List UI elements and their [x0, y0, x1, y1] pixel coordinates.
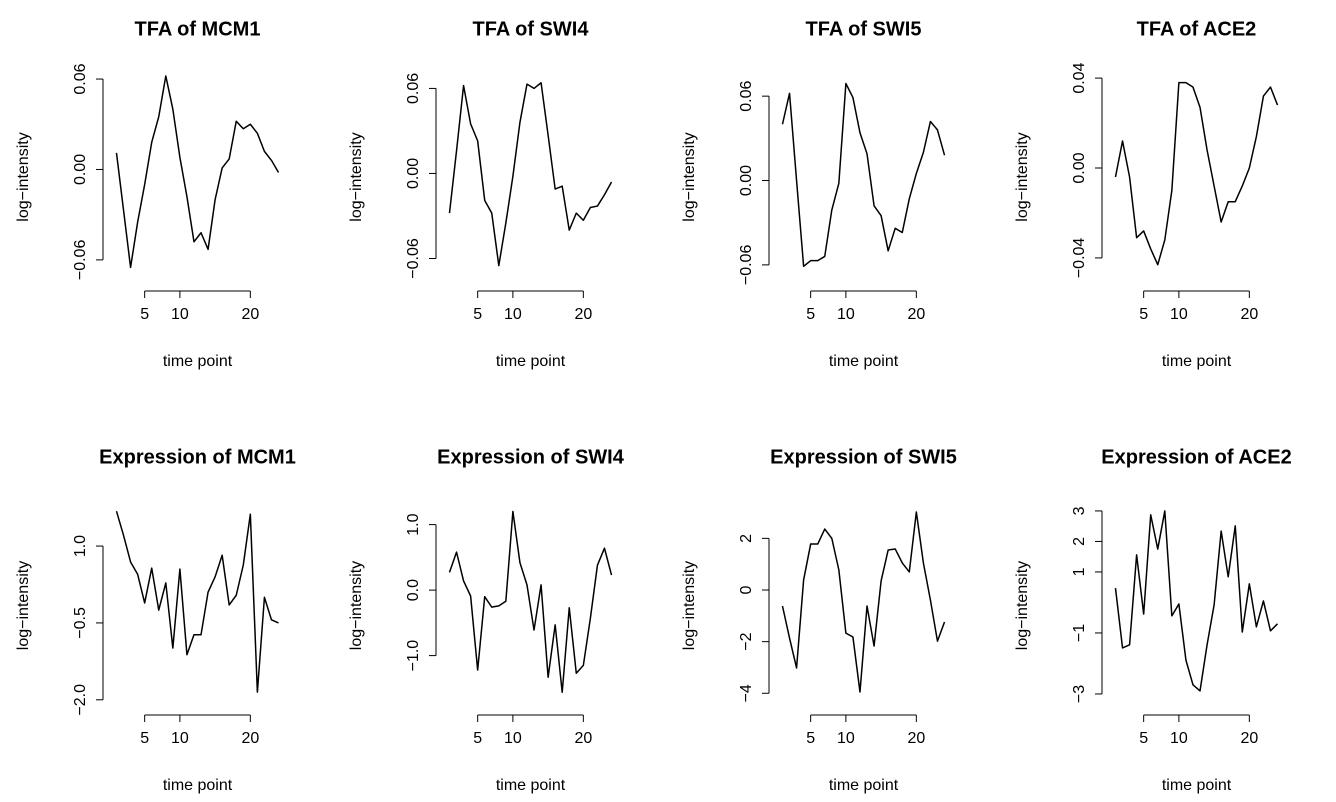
y-tick-label: −0.5	[72, 607, 89, 639]
x-tick-label: 5	[140, 306, 149, 323]
x-axis-label: time point	[829, 777, 899, 794]
panel: TFA of SWI4 time point log−intensity 5 10 20 −…	[348, 18, 613, 370]
y-tick-label: 1.0	[72, 535, 89, 557]
y-axis-label: log−intensity	[681, 561, 698, 650]
y-tick-label: −3	[1071, 685, 1088, 703]
panel: Expression of ACE2 time point log−intensit…	[1014, 446, 1291, 794]
y-tick-label: −0.06	[738, 245, 755, 286]
x-tick-label: 10	[504, 306, 522, 323]
y-tick-label: −2	[738, 632, 755, 650]
panel: Expression of SWI5 time point log−intensit…	[681, 446, 957, 794]
y-tick-label: 0.00	[72, 154, 89, 185]
chart-title: Expression of ACE2	[1101, 446, 1291, 468]
data-line	[448, 510, 613, 694]
panel: TFA of ACE2 time point log−intensity 5 10 20 −…	[1014, 18, 1279, 370]
x-tick-label: 5	[806, 730, 815, 747]
x-tick-label: 5	[473, 306, 482, 323]
data-line	[1114, 81, 1279, 266]
x-tick-label: 5	[473, 730, 482, 747]
y-tick-label: 0.06	[405, 73, 422, 104]
chart-title: Expression of MCM1	[99, 446, 296, 468]
x-tick-label: 20	[1240, 730, 1258, 747]
y-tick-label: 0.0	[405, 579, 422, 601]
y-tick-label: −1	[1071, 624, 1088, 642]
x-tick-label: 20	[907, 730, 925, 747]
x-tick-label: 5	[1139, 306, 1148, 323]
y-tick-label: 3	[1071, 506, 1088, 515]
y-axis-label: log−intensity	[348, 132, 365, 221]
data-line	[115, 510, 279, 693]
y-tick-label: 1.0	[405, 513, 422, 535]
y-tick-label: −0.06	[405, 238, 422, 279]
x-tick-label: 10	[171, 730, 189, 747]
chart-title: Expression of SWI4	[437, 446, 625, 468]
panel: Expression of MCM1 time point log−intensit…	[15, 446, 296, 794]
y-tick-label: 0.06	[738, 80, 755, 111]
y-tick-label: 0	[738, 585, 755, 594]
x-axis-label: time point	[496, 353, 566, 370]
x-tick-label: 5	[1139, 730, 1148, 747]
chart-title: TFA of ACE2	[1137, 18, 1257, 40]
x-tick-label: 20	[574, 306, 592, 323]
chart-title: TFA of SWI4	[473, 18, 590, 40]
x-tick-label: 20	[1240, 306, 1258, 323]
x-tick-label: 5	[140, 730, 149, 747]
data-line	[781, 511, 946, 693]
x-tick-label: 5	[806, 306, 815, 323]
data-line	[448, 82, 613, 267]
y-axis-label: log−intensity	[348, 561, 365, 650]
x-axis-label: time point	[1162, 353, 1232, 370]
x-tick-label: 20	[574, 730, 592, 747]
y-axis-label: log−intensity	[1014, 561, 1031, 650]
y-tick-label: 0.00	[405, 158, 422, 189]
data-line	[781, 82, 946, 268]
data-line	[1114, 510, 1279, 692]
x-tick-label: 10	[837, 730, 855, 747]
y-axis-label: log−intensity	[15, 561, 32, 650]
panel: Expression of SWI4 time point log−intensit…	[348, 446, 625, 794]
x-axis-label: time point	[496, 777, 566, 794]
x-tick-label: 20	[241, 306, 259, 323]
y-axis-label: log−intensity	[681, 132, 698, 221]
y-tick-label: 1	[1071, 567, 1088, 576]
x-tick-label: 10	[837, 306, 855, 323]
x-axis-label: time point	[163, 353, 233, 370]
chart-title: TFA of SWI5	[806, 18, 922, 40]
x-tick-label: 10	[504, 730, 522, 747]
panel: TFA of MCM1 time point log−intensity 5 10 20 −…	[15, 18, 280, 370]
y-tick-label: −1.0	[405, 640, 422, 672]
x-tick-label: 20	[907, 306, 925, 323]
y-axis-label: log−intensity	[15, 132, 32, 221]
chart-title: Expression of SWI5	[770, 446, 957, 468]
y-tick-label: −0.04	[1071, 238, 1088, 279]
x-axis-label: time point	[1162, 777, 1232, 794]
x-tick-label: 20	[241, 730, 259, 747]
y-tick-label: −0.06	[72, 240, 89, 281]
x-axis-label: time point	[829, 353, 899, 370]
y-tick-label: −2.0	[72, 684, 89, 716]
y-tick-label: 2	[738, 534, 755, 543]
panel: TFA of SWI5 time point log−intensity 5 10 20 −…	[681, 18, 946, 370]
y-tick-label: 0.00	[738, 165, 755, 196]
y-axis-label: log−intensity	[1014, 132, 1031, 221]
y-tick-label: 0.04	[1071, 62, 1088, 93]
x-tick-label: 10	[1170, 306, 1188, 323]
x-axis-label: time point	[163, 777, 233, 794]
y-tick-label: 2	[1071, 537, 1088, 546]
x-tick-label: 10	[171, 306, 189, 323]
chart-title: TFA of MCM1	[135, 18, 261, 40]
y-tick-label: 0.00	[1071, 152, 1088, 183]
y-tick-label: −4	[738, 684, 755, 702]
data-line	[115, 75, 280, 269]
x-tick-label: 10	[1170, 730, 1188, 747]
y-tick-label: 0.06	[72, 63, 89, 94]
